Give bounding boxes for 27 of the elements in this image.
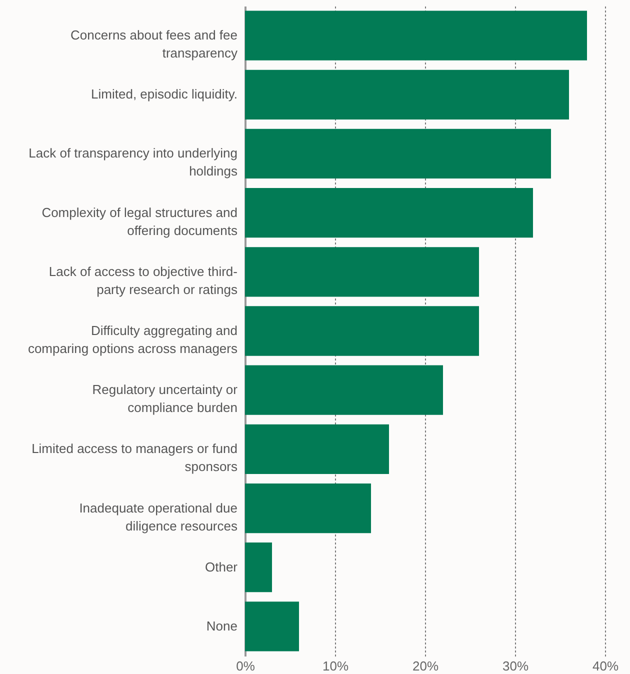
bar [245, 542, 272, 592]
bar [245, 188, 533, 238]
y-tick-label: Lack of transparency into underlying holdings [28, 146, 238, 179]
y-tick-label: Lack of access to objective third- party research or ratings [48, 264, 238, 297]
bar [245, 128, 551, 179]
bar [245, 602, 299, 652]
x-tick-label: 30% [502, 658, 529, 674]
y-tick-label: Inadequate operational due diligence resources [79, 500, 238, 534]
y-tick-label: Other [204, 559, 238, 574]
bar [245, 483, 371, 534]
y-tick-label: None [206, 618, 238, 634]
y-tick-label: Difficulty aggregating and comparing options across managers [28, 323, 238, 356]
x-tick-label: 20% [412, 658, 439, 674]
bar [245, 424, 389, 474]
y-tick-label: Complexity of legal structures and offering documents [42, 204, 238, 238]
x-tick-label: 0% [236, 658, 256, 674]
bar [245, 10, 587, 60]
y-tick-label: Limited access to managers or fund sponsors [32, 441, 238, 474]
y-tick-label: Limited, episodic liquidity. [91, 86, 238, 102]
y-tick-label: Regulatory uncertainty or compliance burden [92, 382, 238, 416]
x-tick-label: 40% [592, 658, 619, 674]
y-tick-label: Concerns about fees and fee transparency [70, 28, 238, 61]
bar [245, 306, 479, 356]
bar [245, 247, 479, 297]
x-tick-label: 10% [322, 658, 349, 674]
bar [245, 70, 569, 120]
bar [245, 365, 443, 415]
